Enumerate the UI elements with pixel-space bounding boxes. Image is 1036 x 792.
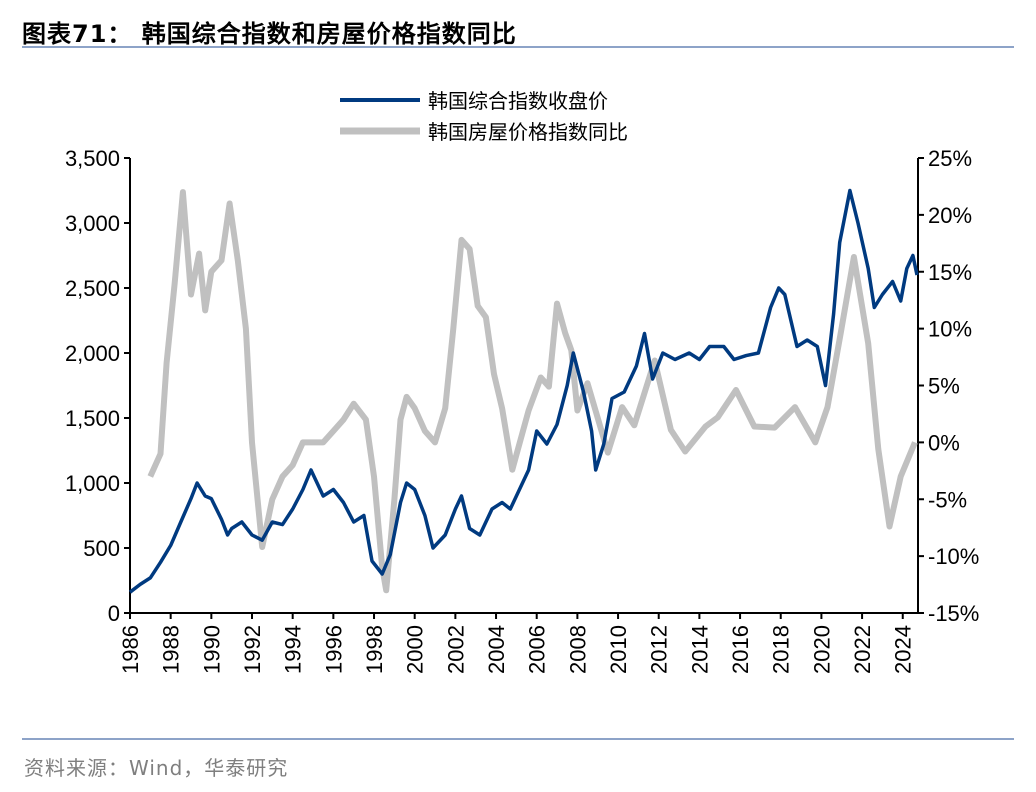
- right-tick-label: 20%: [928, 203, 972, 228]
- x-tick-label: 1994: [281, 625, 306, 674]
- left-tick-label: 2,500: [65, 276, 120, 301]
- right-tick-label: -5%: [928, 487, 967, 512]
- x-tick-label: 2024: [891, 625, 916, 674]
- source-note: 资料来源：Wind，华泰研究: [24, 756, 289, 780]
- left-tick-label: 1,000: [65, 471, 120, 496]
- axes: 0 500 1,000 1,500 2,000 2,500 3,000 3,500 -15% -1…: [65, 146, 979, 674]
- right-tick-label: 25%: [928, 146, 972, 171]
- x-tick-label: 2012: [647, 625, 672, 674]
- x-tick-label: 2004: [484, 625, 509, 674]
- x-tick-label: 2018: [769, 625, 794, 674]
- x-tick-label: 1986: [118, 625, 143, 674]
- chart-title: 图表71： 韩国综合指数和房屋价格指数同比: [22, 20, 517, 48]
- x-tick-label: 2000: [403, 625, 428, 674]
- x-tick-label: 2008: [565, 625, 590, 674]
- x-tick-label: 2006: [525, 625, 550, 674]
- x-tick-label: 2010: [606, 625, 631, 674]
- bottom-divider: [22, 738, 1014, 740]
- x-tick-label: 1992: [240, 625, 265, 674]
- x-tick-label: 2014: [687, 625, 712, 674]
- left-tick-label: 0: [108, 601, 120, 626]
- series-line-house-price: [147, 189, 918, 594]
- x-tick-label: 2022: [850, 625, 875, 674]
- series-line-kospi: [128, 188, 919, 594]
- left-tick-label: 3,500: [65, 146, 120, 171]
- right-tick-label: 5%: [928, 374, 960, 399]
- right-tick-label: 15%: [928, 260, 972, 285]
- right-tick-label: -15%: [928, 601, 979, 626]
- left-tick-label: 500: [83, 536, 120, 561]
- left-tick-label: 2,000: [65, 341, 120, 366]
- x-tick-label: 2016: [728, 625, 753, 674]
- left-tick-label: 3,000: [65, 211, 120, 236]
- top-divider: [22, 46, 1014, 48]
- right-tick-label: 0%: [928, 430, 960, 455]
- x-tick-label: 1988: [159, 625, 184, 674]
- right-tick-label: 10%: [928, 317, 972, 342]
- x-tick-label: 2020: [809, 625, 834, 674]
- legend: 韩国综合指数收盘价 韩国房屋价格指数同比: [340, 89, 628, 144]
- x-tick-label: 1998: [362, 625, 387, 674]
- x-tick-label: 1990: [199, 625, 224, 674]
- legend-label-kospi: 韩国综合指数收盘价: [428, 89, 608, 113]
- series-lines: [128, 188, 919, 594]
- x-tick-label: 2002: [443, 625, 468, 674]
- x-tick-label: 1996: [321, 625, 346, 674]
- legend-label-house-price: 韩国房屋价格指数同比: [428, 120, 628, 144]
- left-tick-label: 1,500: [65, 406, 120, 431]
- right-tick-label: -10%: [928, 544, 979, 569]
